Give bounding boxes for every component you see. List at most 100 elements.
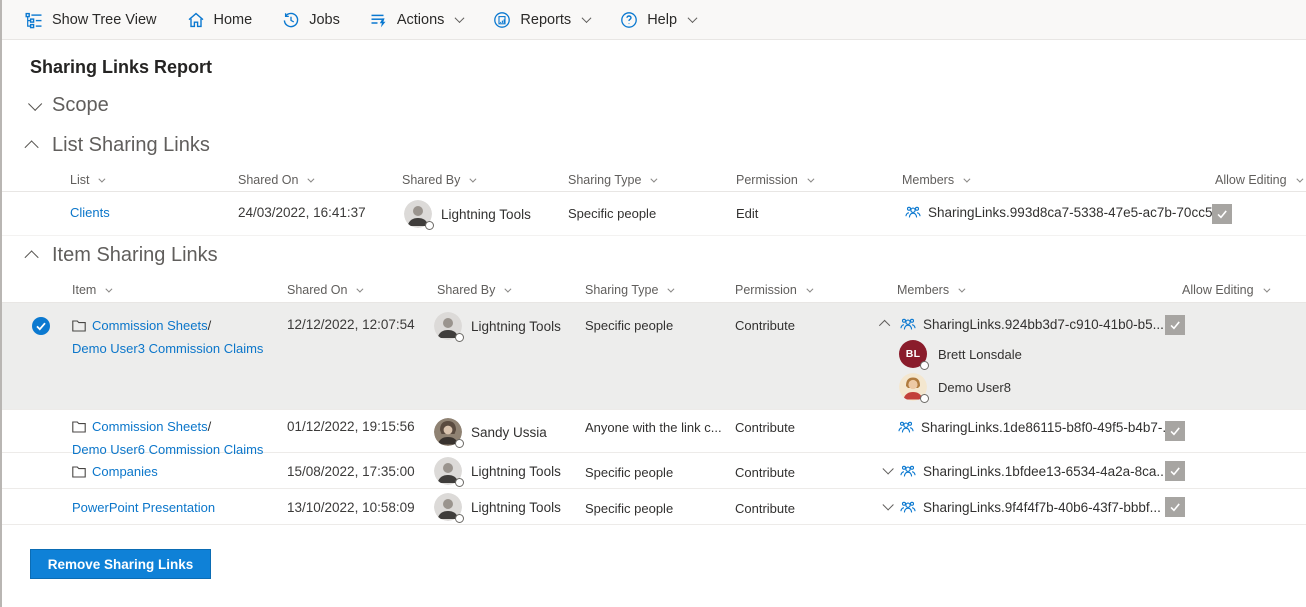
presence-badge — [425, 221, 434, 230]
permission-value: Contribute — [735, 318, 795, 333]
sharing-type-value: Specific people — [585, 318, 674, 333]
table-row[interactable]: Commission Sheets/ Demo User6 Commission… — [2, 410, 1306, 457]
folder-icon — [72, 420, 86, 438]
members-group[interactable]: SharingLinks.993d8ca7-5338-47e5-ac7b-70c… — [889, 204, 1224, 220]
members-group[interactable]: SharingLinks.1de86115-b8f0-49f5-b4b7-... — [882, 419, 1174, 435]
jobs-button[interactable]: Jobs — [282, 11, 340, 29]
presence-badge — [455, 514, 464, 523]
shared-on-value: 13/10/2022, 10:58:09 — [287, 500, 415, 515]
column-header-shared-on[interactable]: Shared On — [287, 283, 364, 297]
item-link[interactable]: Demo User3 Commission Claims — [72, 341, 264, 356]
item-link[interactable]: PowerPoint Presentation — [72, 500, 216, 515]
column-header-permission[interactable]: Permission — [735, 283, 814, 297]
group-icon — [905, 204, 921, 220]
item-cell: Commission Sheets/ Demo User6 Commission… — [72, 418, 263, 459]
user-avatar — [434, 493, 464, 523]
chevron-down-icon — [687, 13, 698, 24]
sort-chevron-icon — [105, 285, 113, 293]
allow-editing-checkbox[interactable] — [1165, 461, 1185, 481]
user-avatar — [434, 457, 464, 487]
actions-menu-button[interactable]: Actions — [370, 11, 465, 29]
group-icon — [898, 419, 914, 435]
allow-editing-checkbox[interactable] — [1165, 497, 1185, 517]
path-separator: / — [207, 419, 212, 434]
section-item-label: Item Sharing Links — [52, 244, 218, 266]
allow-editing-checkbox[interactable] — [1212, 204, 1232, 224]
table-row[interactable]: Companies 15/08/2022, 17:35:00 Lightning… — [2, 453, 1306, 489]
members-group-name: SharingLinks.1bfdee13-6534-4a2a-8ca... — [923, 463, 1168, 479]
shared-by-persona: Lightning Tools — [434, 493, 561, 523]
allow-editing-checkbox[interactable] — [1165, 315, 1185, 335]
user-avatar — [434, 418, 464, 448]
table-row[interactable]: PowerPoint Presentation 13/10/2022, 10:5… — [2, 489, 1306, 525]
column-header-shared-by[interactable]: Shared By — [402, 173, 477, 187]
list-link[interactable]: Clients — [70, 205, 110, 220]
chevron-up-icon — [24, 249, 39, 264]
table-row[interactable]: Commission Sheets/ Demo User3 Commission… — [2, 303, 1306, 410]
top-toolbar: Show Tree View Home Jobs — [2, 0, 1306, 40]
reports-menu-button[interactable]: Reports — [493, 11, 592, 29]
sort-chevron-icon — [958, 285, 966, 293]
column-header-list[interactable]: List — [70, 173, 106, 187]
user-avatar: BL — [899, 340, 929, 370]
members-group[interactable]: SharingLinks.1bfdee13-6534-4a2a-8ca... — [882, 463, 1168, 479]
section-list-sharing-links[interactable]: List Sharing Links — [24, 134, 210, 157]
sort-chevron-icon — [650, 175, 658, 183]
section-item-sharing-links[interactable]: Item Sharing Links — [24, 244, 218, 267]
presence-badge — [455, 478, 464, 487]
column-header-sharing-type[interactable]: Sharing Type — [585, 283, 675, 297]
column-header-shared-on[interactable]: Shared On — [238, 173, 315, 187]
chevron-down-icon[interactable] — [882, 463, 894, 475]
home-button[interactable]: Home — [187, 11, 252, 29]
section-scope[interactable]: Scope — [28, 94, 109, 117]
reports-label: Reports — [520, 11, 572, 28]
show-tree-view-label: Show Tree View — [52, 11, 157, 28]
allow-editing-checkbox[interactable] — [1165, 421, 1185, 441]
column-header-item[interactable]: Item — [72, 283, 113, 297]
item-link[interactable]: Companies — [92, 464, 158, 479]
permission-value: Edit — [736, 206, 759, 221]
sharing-type-value: Specific people — [585, 465, 674, 480]
chevron-down-icon — [581, 13, 592, 24]
column-header-shared-by[interactable]: Shared By — [437, 283, 512, 297]
item-sharing-links-table: Item Shared On Shared By Sharing Type Pe… — [2, 271, 1306, 525]
shared-by-name: Lightning Tools — [471, 499, 561, 515]
column-header-permission[interactable]: Permission — [736, 173, 815, 187]
item-link[interactable]: Commission Sheets — [92, 419, 208, 434]
members-group-name: SharingLinks.993d8ca7-5338-47e5-ac7b-70c… — [928, 204, 1224, 220]
presence-badge — [920, 361, 929, 370]
chevron-down-icon — [28, 96, 43, 111]
home-icon — [187, 11, 205, 29]
item-cell: Companies — [72, 463, 158, 483]
shared-by-persona: Lightning Tools — [434, 457, 561, 487]
permission-value: Contribute — [735, 420, 795, 435]
member-list-item: BL Brett Lonsdale — [899, 340, 1022, 370]
row-selected-check-icon[interactable] — [32, 317, 50, 335]
table-row[interactable]: Clients 24/03/2022, 16:41:37 Lightning T… — [2, 192, 1306, 236]
permission-value: Contribute — [735, 465, 795, 480]
chevron-up-icon[interactable] — [878, 319, 891, 332]
sort-chevron-icon — [667, 285, 675, 293]
column-header-members[interactable]: Members — [902, 173, 971, 187]
reports-icon — [493, 11, 511, 29]
column-header-sharing-type[interactable]: Sharing Type — [568, 173, 658, 187]
help-menu-button[interactable]: Help — [620, 11, 698, 29]
column-header-allow-editing[interactable]: Allow Editing — [1182, 283, 1271, 297]
members-group[interactable]: SharingLinks.9f4f4f7b-40b6-43f7-bbbf... — [882, 499, 1161, 515]
group-icon — [900, 499, 916, 515]
show-tree-view-button[interactable]: Show Tree View — [25, 11, 157, 29]
user-avatar — [434, 312, 464, 342]
members-group-name: SharingLinks.9f4f4f7b-40b6-43f7-bbbf... — [923, 499, 1161, 515]
sort-chevron-icon — [469, 175, 477, 183]
column-header-members[interactable]: Members — [897, 283, 966, 297]
item-link[interactable]: Demo User6 Commission Claims — [72, 442, 264, 457]
item-link[interactable]: Commission Sheets — [92, 318, 208, 333]
sharing-type-value: Specific people — [585, 501, 674, 516]
members-group[interactable]: SharingLinks.924bb3d7-c910-41b0-b5... — [878, 316, 1164, 332]
presence-badge — [455, 439, 464, 448]
column-header-allow-editing[interactable]: Allow Editing — [1215, 173, 1304, 187]
user-avatar — [899, 373, 929, 403]
chevron-down-icon[interactable] — [882, 499, 894, 511]
sort-chevron-icon — [307, 175, 315, 183]
remove-sharing-links-button[interactable]: Remove Sharing Links — [30, 549, 211, 579]
